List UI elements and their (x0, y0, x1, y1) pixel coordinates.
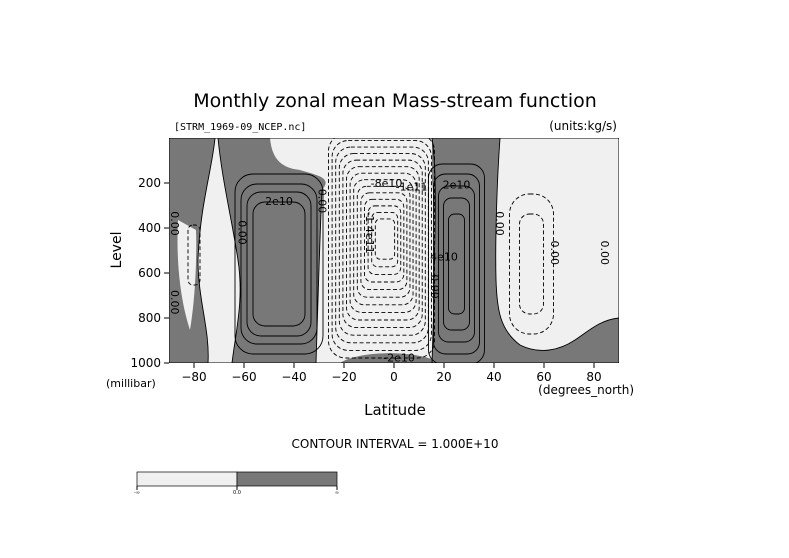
negative-contour-ring (364, 198, 405, 283)
negative-contour-ring (371, 211, 399, 268)
positive-contour-ring (438, 185, 475, 343)
negative-contour-ring (349, 172, 417, 313)
negative-contour-ring (356, 185, 411, 298)
equatorial-low-positive-region (340, 353, 440, 363)
zero-contour-line (197, 138, 216, 363)
x-tick-label: 40 (486, 370, 501, 384)
x-axis-unit: (degrees_north) (538, 383, 634, 397)
contour-label: 0.00 (236, 220, 249, 245)
x-tick-label: 20 (436, 370, 451, 384)
positive-contour-ring (246, 191, 312, 337)
zero-contour-line (315, 189, 323, 363)
contour-interval-text: CONTOUR INTERVAL = 1.000E+10 (292, 437, 499, 451)
contour-label: 0.00 (548, 241, 561, 266)
colorbar-label-max: ∞ (335, 490, 339, 496)
contour-label: 0.00 (428, 274, 441, 299)
contour-label: 2e10 (265, 195, 293, 208)
y-axis-unit: (millibar) (106, 377, 156, 390)
x-tick-label: −40 (281, 370, 306, 384)
x-axis: −80 −60 −40 −20 0 20 40 60 80 (181, 363, 602, 384)
negative-contour-ring (335, 146, 429, 344)
negative-contour-ring (346, 166, 420, 321)
colorbar-label-zero: 0.0 (233, 490, 241, 496)
contour-label: -8e10 (371, 177, 403, 190)
positive-contour-ring (448, 213, 465, 315)
contour-label: 0.00 (168, 211, 181, 236)
colorbar-positive-swatch (236, 471, 338, 487)
negative-contour-ring (353, 179, 414, 306)
y-tick-label: 400 (138, 221, 161, 235)
contour-labels: 2e10 0.00 0.00 0.00 0.00 -8e10-1e11 -1.4e11 0.0… (168, 177, 611, 365)
colorbar-negative-swatch (136, 471, 238, 487)
southern-polar-light-pocket (177, 220, 197, 330)
positive-contour-ring (443, 197, 470, 331)
positive-contour-ring (433, 173, 480, 355)
positive-contour-ring (428, 163, 485, 363)
y-tick-label: 1000 (130, 356, 161, 370)
contour-lines (187, 138, 619, 363)
contour-label: 0.00 (316, 189, 329, 214)
color-bar: -∞ 0.0 ∞ (134, 471, 339, 496)
negative-contour-ring (367, 205, 402, 275)
zero-contour-line (431, 138, 436, 363)
contour-label: 0.00 (598, 241, 611, 266)
contour-label: -1.4e11 (363, 211, 376, 253)
y-tick-label: 200 (138, 176, 161, 190)
y-tick-label: 600 (138, 266, 161, 280)
negative-contour-ring (360, 192, 408, 291)
x-axis-label: Latitude (364, 401, 426, 419)
colorbar-label-min: -∞ (134, 490, 140, 496)
x-tick-label: −60 (231, 370, 256, 384)
contour-label: 0.00 (168, 290, 181, 315)
file-label: [STRM_1969-09_NCEP.nc] (174, 122, 306, 133)
negative-contour-ring (374, 218, 396, 260)
chart-title: Monthly zonal mean Mass-stream function (193, 90, 597, 112)
x-tick-label: −20 (331, 370, 356, 384)
x-tick-label: 60 (536, 370, 551, 384)
contour-label: 0.00 (493, 211, 506, 236)
plot-area: 2e10 0.00 0.00 0.00 0.00 -8e10-1e11 -1.4e11 0.0… (168, 138, 619, 365)
negative-contour-ring (342, 159, 423, 329)
negative-contour-ring (519, 213, 544, 315)
contour-label: -1e11 (396, 181, 428, 194)
contour-label: 4e10 (430, 250, 458, 263)
zero-contour-line (495, 138, 619, 351)
positive-contour-ring (252, 201, 306, 327)
y-tick-label: 800 (138, 311, 161, 325)
y-axis-label: Level (109, 232, 125, 269)
negative-contour-ring (328, 138, 435, 359)
x-tick-label: 0 (390, 370, 398, 384)
positive-contour-ring (240, 183, 318, 345)
negative-contour-ring (338, 153, 426, 336)
negative-contour-ring (187, 224, 201, 286)
zero-contour-line (217, 138, 241, 363)
contour-label: 2e10 (443, 178, 471, 191)
x-tick-label: 80 (586, 370, 601, 384)
northern-hadley-positive-region (432, 138, 619, 363)
units-label: (units:kg/s) (549, 119, 617, 133)
negative-contour-ring (331, 140, 432, 351)
contour-label: -2e10 (383, 352, 415, 365)
southern-hadley-positive-region (218, 138, 326, 363)
negative-contour-ring (509, 193, 554, 335)
x-tick-label: −80 (181, 370, 206, 384)
y-axis: 200 400 600 800 1000 (130, 176, 169, 370)
positive-contour-ring (234, 173, 324, 355)
